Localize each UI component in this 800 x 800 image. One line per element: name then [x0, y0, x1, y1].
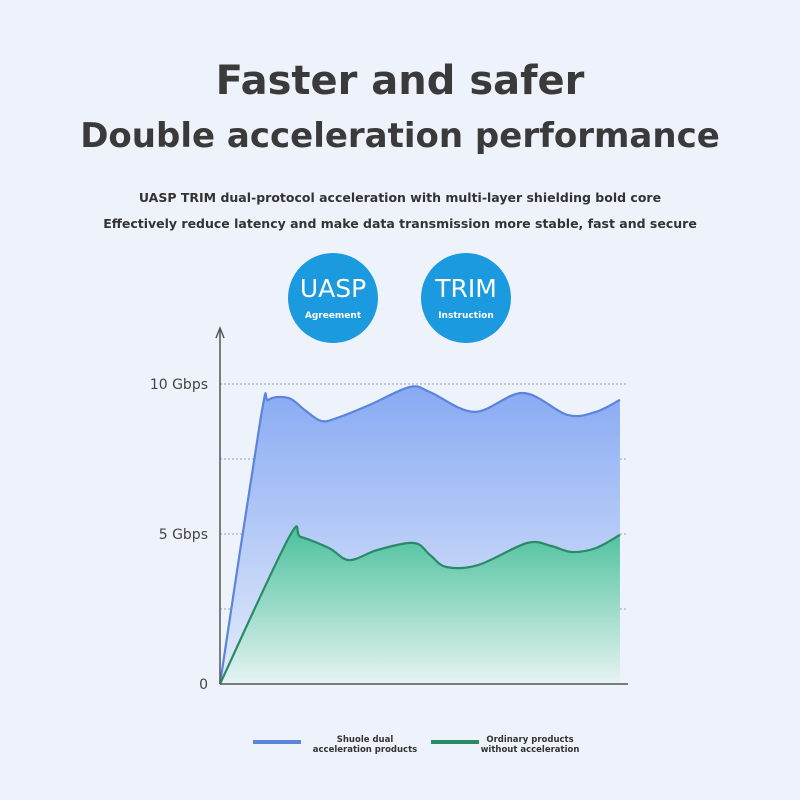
- badge-caption: Agreement: [304, 311, 362, 321]
- page-subtitle: Double acceleration performance: [80, 116, 720, 156]
- page-title: Faster and safer: [215, 58, 585, 104]
- y-tick-label: 10 Gbps: [150, 377, 208, 393]
- badge-title: TRIM: [435, 274, 497, 303]
- series-area: [220, 526, 620, 684]
- uasp-badge: UASP Agreement: [288, 253, 378, 343]
- y-axis-arrow-icon: [215, 325, 225, 339]
- description-line-2: Effectively reduce latency and make data…: [103, 216, 697, 231]
- legend-label-ordinary: Ordinary products without acceleration: [480, 735, 580, 755]
- trim-badge: TRIM Instruction: [421, 253, 511, 343]
- badge-caption: Instruction: [438, 311, 494, 321]
- series-line: [219, 525, 621, 685]
- legend-swatch-ordinary: [431, 740, 479, 744]
- legend-label-shuole: Shuole dual acceleration products: [312, 735, 418, 755]
- description-line-1: UASP TRIM dual-protocol acceleration wit…: [138, 190, 662, 205]
- series-line: [218, 385, 621, 685]
- y-tick-label: 5 Gbps: [159, 527, 208, 543]
- badge-title: UASP: [299, 274, 367, 303]
- y-tick-label: 0: [199, 677, 208, 693]
- legend-swatch-shuole: [253, 740, 301, 744]
